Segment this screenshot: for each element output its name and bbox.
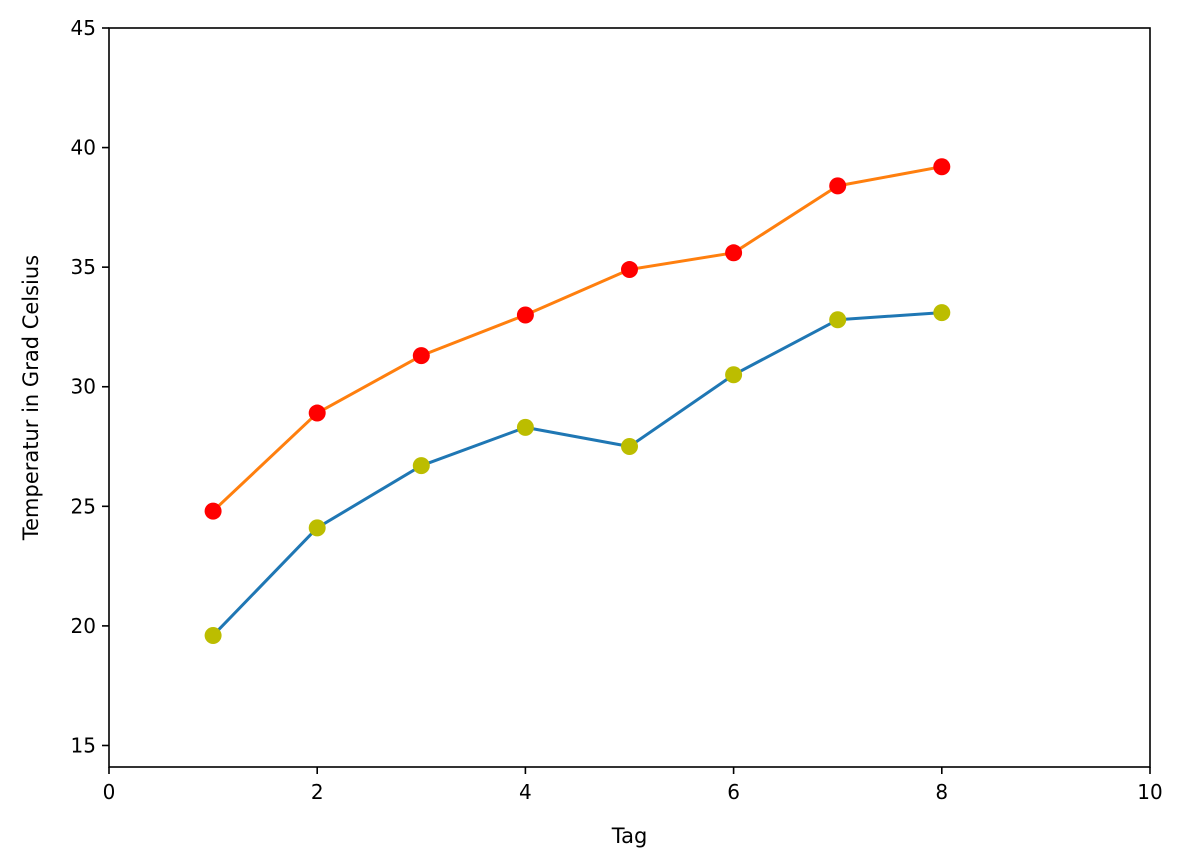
y-tick-label: 40: [71, 136, 96, 160]
data-point: [516, 306, 534, 324]
series-1: [204, 304, 951, 644]
y-tick-label: 15: [71, 733, 96, 757]
y-tick-label: 20: [71, 614, 96, 638]
data-point: [829, 311, 847, 329]
y-tick-label: 25: [71, 494, 96, 518]
x-tick-label: 6: [727, 780, 740, 804]
data-point: [725, 244, 743, 262]
series-line: [211, 165, 944, 513]
data-point: [412, 457, 430, 475]
data-point: [621, 438, 638, 456]
y-axis-ticks: 15 20 25 30 35 40 45: [71, 16, 109, 757]
data-point: [516, 418, 534, 436]
x-tick-label: 10: [1137, 780, 1162, 804]
y-tick-label: 30: [71, 375, 96, 399]
data-point: [725, 366, 743, 384]
x-axis-ticks: 0 2 4 6 8 10: [103, 767, 1163, 804]
x-tick-label: 0: [103, 780, 116, 804]
data-point: [204, 626, 222, 644]
x-axis-label: Tag: [611, 824, 648, 848]
y-axis-label: Temperatur in Grad Celsius: [19, 255, 43, 541]
data-point: [829, 177, 847, 195]
series-2: [204, 158, 951, 520]
data-point: [933, 304, 951, 322]
data-point: [412, 347, 430, 365]
data-point: [621, 261, 638, 279]
x-tick-label: 4: [519, 780, 532, 804]
data-point: [308, 519, 326, 537]
data-point: [204, 502, 222, 520]
series-line: [211, 311, 944, 637]
data-point: [933, 158, 951, 176]
axes-frame: [108, 27, 1151, 768]
x-tick-label: 2: [311, 780, 324, 804]
data-point: [308, 404, 326, 422]
y-tick-label: 35: [71, 255, 96, 279]
plot-layer: [204, 158, 951, 644]
x-tick-label: 8: [935, 780, 948, 804]
y-tick-label: 45: [71, 16, 96, 40]
